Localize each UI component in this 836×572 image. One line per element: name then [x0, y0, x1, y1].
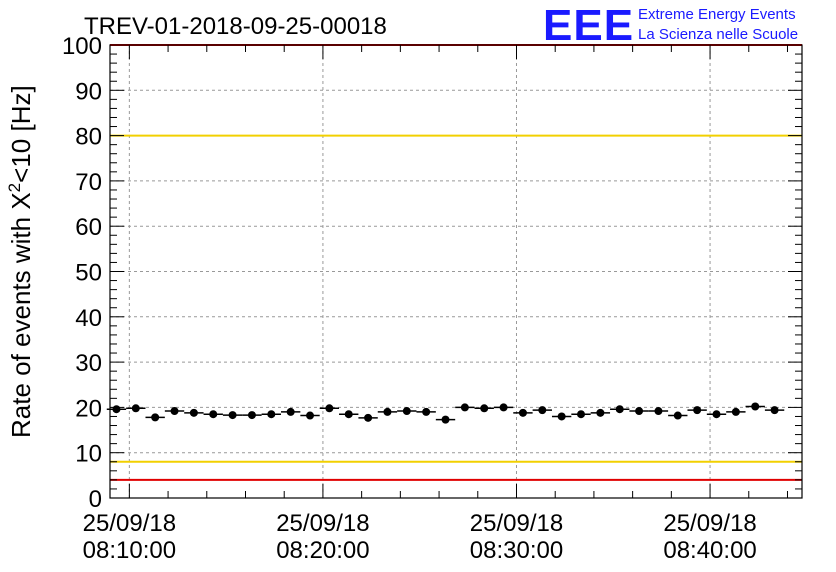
- data-point: [189, 408, 198, 417]
- data-point: [267, 410, 276, 419]
- data-point: [286, 407, 295, 416]
- data-point: [518, 408, 527, 417]
- data-point: [325, 404, 334, 413]
- eee-logo-mark: EEE: [543, 1, 634, 50]
- x-tick-time-label: 08:40:00: [663, 537, 756, 564]
- x-tick-time-label: 08:10:00: [83, 537, 176, 564]
- data-point: [596, 408, 605, 417]
- data-point: [499, 403, 508, 412]
- data-point: [480, 404, 489, 413]
- logo-line-2: La Scienza nelle Scuole: [638, 26, 798, 43]
- axes: 010203040506070809010025/09/1808:10:0025…: [62, 33, 803, 564]
- data-point: [770, 406, 779, 415]
- data-point: [635, 407, 644, 416]
- y-tick-label: 100: [62, 33, 102, 60]
- eee-logo: EEE Extreme Energy Events La Scienza nel…: [543, 1, 798, 50]
- data-point: [731, 407, 740, 416]
- data-points: [106, 402, 785, 424]
- x-tick-time-label: 08:20:00: [276, 537, 369, 564]
- data-point: [247, 411, 256, 420]
- data-point: [402, 407, 411, 416]
- data-point: [538, 406, 547, 415]
- data-point: [712, 410, 721, 419]
- data-point: [422, 407, 431, 416]
- data-point: [615, 405, 624, 414]
- y-tick-label: 60: [75, 214, 102, 241]
- data-point: [151, 413, 160, 422]
- data-point: [131, 404, 140, 413]
- x-tick-date-label: 25/09/18: [470, 510, 563, 537]
- data-point: [112, 405, 121, 414]
- y-tick-label: 80: [75, 124, 102, 151]
- plot-frame: [109, 44, 803, 499]
- data-point: [654, 407, 663, 416]
- data-point: [344, 410, 353, 419]
- x-tick-date-label: 25/09/18: [663, 510, 756, 537]
- y-tick-label: 50: [75, 260, 102, 287]
- x-tick-time-label: 08:30:00: [470, 537, 563, 564]
- y-tick-label: 70: [75, 169, 102, 196]
- data-point: [577, 410, 586, 419]
- data-point: [693, 406, 702, 415]
- data-point: [460, 403, 469, 412]
- data-point: [441, 415, 450, 424]
- data-point: [383, 407, 392, 416]
- x-tick-date-label: 25/09/18: [276, 510, 369, 537]
- data-point: [557, 412, 566, 421]
- y-axis-label: Rate of events with X2<10 [Hz]: [5, 85, 36, 438]
- y-tick-label: 20: [75, 395, 102, 422]
- data-point: [751, 402, 760, 411]
- data-point: [364, 413, 373, 422]
- data-point: [228, 411, 237, 420]
- y-tick-label: 40: [75, 305, 102, 332]
- data-point: [170, 407, 179, 416]
- y-tick-label: 10: [75, 441, 102, 468]
- y-tick-label: 0: [89, 486, 102, 513]
- data-point: [306, 411, 315, 420]
- data-point: [209, 410, 218, 419]
- x-tick-date-label: 25/09/18: [83, 510, 176, 537]
- y-tick-label: 90: [75, 78, 102, 105]
- chart-title: TREV-01-2018-09-25-00018: [84, 13, 387, 40]
- y-tick-label: 30: [75, 350, 102, 377]
- data-point: [673, 411, 682, 420]
- logo-line-1: Extreme Energy Events: [638, 6, 796, 23]
